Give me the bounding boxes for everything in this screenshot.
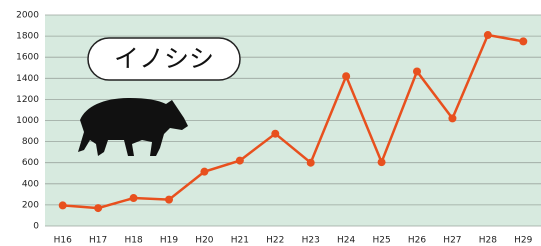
x-tick-label: H29 (514, 236, 532, 246)
y-tick-label: 800 (22, 137, 39, 147)
point (413, 67, 421, 75)
x-tick-label: H17 (89, 236, 107, 246)
point (236, 157, 244, 165)
x-tick-label: H25 (372, 236, 390, 246)
x-tick-label: H23 (302, 236, 320, 246)
y-tick-label: 1400 (16, 74, 39, 84)
point (200, 168, 208, 176)
point (271, 130, 279, 138)
y-tick-label: 400 (22, 179, 39, 189)
page: イノシシ 0 200 400 600 800 1000 1200 1400 1600 1800 20… (0, 0, 541, 246)
y-tick-label: 200 (22, 200, 39, 210)
x-tick-label: H28 (479, 236, 497, 246)
point (342, 72, 350, 80)
chart: イノシシ 0 200 400 600 800 1000 1200 1400 1600 1800 20… (0, 0, 541, 246)
x-tick-label: H18 (124, 236, 142, 246)
point (94, 204, 102, 212)
point (378, 158, 386, 166)
point (59, 201, 67, 209)
x-tick-label: H21 (231, 236, 249, 246)
x-tick-label: H24 (337, 236, 355, 246)
y-tick-label: 2000 (16, 11, 39, 21)
y-tick-label: 1800 (16, 32, 39, 42)
chart-title: イノシシ (114, 44, 214, 73)
x-tick-label: H20 (195, 236, 213, 246)
point (307, 159, 315, 167)
x-tick-label: H22 (266, 236, 284, 246)
point (484, 31, 492, 39)
x-tick-label: H27 (443, 236, 461, 246)
x-tick-label: H16 (54, 236, 72, 246)
x-tick-label: H26 (408, 236, 426, 246)
point (165, 196, 173, 204)
y-tick-label: 1000 (16, 116, 39, 126)
point (448, 114, 456, 122)
x-tick-label: H19 (160, 236, 178, 246)
y-tick-label: 1600 (16, 53, 39, 63)
y-tick-label: 1200 (16, 95, 39, 105)
point (130, 194, 138, 202)
y-tick-label: 600 (22, 158, 39, 168)
point (519, 37, 527, 45)
y-tick-label: 0 (33, 222, 39, 232)
